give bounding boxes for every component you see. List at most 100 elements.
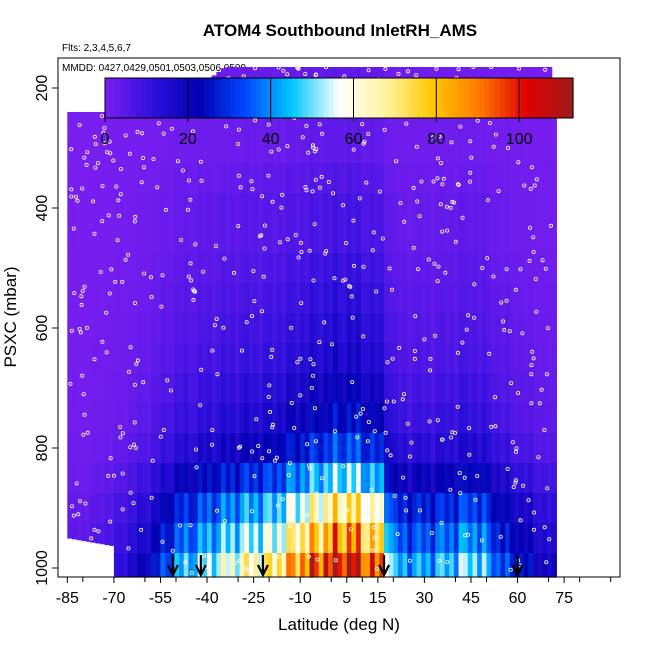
heat-cell — [435, 523, 441, 554]
heat-cell — [342, 283, 348, 314]
heat-cell — [537, 193, 543, 224]
heat-cell — [141, 553, 148, 578]
heat-cell — [477, 493, 483, 524]
heat-cell — [472, 463, 478, 494]
heat-cell — [188, 253, 194, 284]
heat-cell — [356, 133, 362, 164]
heat-cell — [71, 523, 78, 540]
heat-cell — [151, 403, 157, 434]
heat-cell — [370, 253, 376, 284]
sample-point — [289, 400, 294, 405]
heat-cell — [528, 253, 534, 284]
heat-cell — [230, 253, 236, 284]
heat-cell — [211, 433, 217, 464]
heat-cell — [425, 343, 432, 374]
sample-point — [299, 301, 304, 306]
sample-point — [449, 140, 454, 145]
heat-cell — [505, 133, 511, 164]
arrow-head — [378, 564, 391, 578]
sample-point — [354, 414, 359, 419]
sample-point — [92, 357, 97, 362]
sample-point — [529, 401, 534, 406]
sample-point — [221, 325, 226, 330]
sample-point — [366, 131, 371, 136]
heat-cell — [113, 112, 120, 134]
sample-point — [250, 449, 255, 454]
heat-cell — [258, 343, 264, 374]
heat-cell — [547, 223, 553, 254]
heat-cell — [342, 373, 348, 404]
heat-cell — [365, 163, 371, 194]
heat-cell — [286, 313, 292, 344]
sample-point — [249, 179, 254, 184]
sample-point — [360, 122, 365, 127]
sample-point — [139, 527, 144, 532]
heat-cell — [253, 523, 259, 554]
heat-cell — [179, 523, 185, 554]
heat-cell — [151, 163, 157, 194]
heat-cell — [132, 313, 138, 344]
heat-cell — [500, 223, 506, 254]
heat-cell — [71, 193, 78, 224]
heat-cell — [411, 433, 418, 464]
heat-cell — [495, 403, 502, 434]
heat-cell — [551, 463, 557, 494]
sample-point — [313, 72, 318, 77]
heat-cell — [421, 104, 427, 134]
heat-cell — [118, 343, 124, 374]
heat-cell — [99, 463, 106, 494]
heat-cell — [379, 104, 385, 134]
heat-cell — [528, 403, 534, 434]
heat-cell — [211, 373, 217, 404]
heat-cell — [207, 343, 213, 374]
heat-cell — [221, 104, 227, 134]
sample-point — [513, 478, 518, 483]
heat-cell — [537, 253, 543, 284]
heat-cell — [85, 223, 92, 254]
heat-cell — [197, 163, 203, 194]
heat-cell — [155, 133, 162, 164]
heat-cell — [169, 223, 176, 254]
heat-cell — [230, 313, 236, 344]
heat-cell — [430, 193, 436, 224]
sample-point — [298, 356, 303, 361]
heat-cell — [244, 313, 250, 344]
heat-cell — [486, 313, 492, 344]
sample-point — [507, 329, 512, 334]
sample-point — [117, 213, 122, 218]
heat-cell — [137, 553, 143, 578]
y-tick-label: 1000 — [34, 550, 51, 586]
heat-cell — [365, 343, 371, 374]
sample-point — [104, 350, 109, 355]
heat-cell — [370, 373, 376, 404]
heat-cell — [67, 493, 73, 524]
heat-cell — [132, 403, 138, 434]
heat-cell — [551, 313, 557, 344]
sample-point — [310, 373, 315, 378]
heat-cell — [309, 523, 315, 554]
heat-cell — [505, 463, 511, 494]
heat-cell — [123, 433, 129, 464]
heat-cell — [272, 223, 278, 254]
sample-point — [142, 271, 147, 276]
heat-cell — [542, 133, 548, 164]
heat-cell — [346, 433, 353, 464]
colorbar-segment — [318, 78, 324, 118]
heat-cell — [444, 163, 450, 194]
colorbar-segment — [526, 78, 532, 118]
heat-cell — [183, 463, 190, 494]
sample-point — [108, 519, 113, 524]
heat-cell — [239, 373, 245, 404]
heat-cell — [397, 403, 404, 434]
heat-cell — [207, 523, 213, 554]
sample-point — [489, 424, 494, 429]
heat-cell — [491, 493, 497, 524]
sample-point — [345, 508, 350, 513]
heat-cell — [239, 343, 245, 374]
sample-point — [249, 509, 254, 514]
sample-point — [300, 135, 305, 140]
heat-cell — [67, 223, 73, 254]
heat-cell — [109, 163, 115, 194]
heat-cell — [477, 553, 483, 578]
sample-point — [496, 189, 501, 194]
